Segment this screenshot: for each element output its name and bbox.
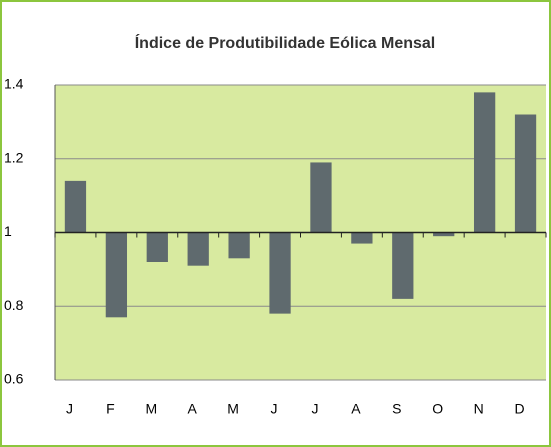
- chart-title: Índice de Produtibilidade Eólica Mensal: [135, 33, 436, 52]
- x-tick-label: A: [351, 401, 361, 417]
- bar: [473, 92, 496, 233]
- x-tick-label: S: [392, 401, 401, 417]
- x-tick-label: J: [66, 401, 73, 417]
- x-tick-label: O: [432, 401, 443, 417]
- x-tick-label: F: [106, 401, 115, 417]
- bar: [433, 232, 455, 237]
- bar: [64, 180, 87, 233]
- x-tick-label: J: [311, 401, 318, 417]
- y-tick-label: 1.2: [4, 149, 24, 165]
- bar: [351, 232, 373, 244]
- x-tick-label: M: [227, 401, 239, 417]
- x-tick-label: D: [514, 401, 524, 417]
- y-tick-label: 1.4: [4, 76, 24, 92]
- bar: [514, 114, 537, 233]
- bar: [392, 232, 414, 299]
- bar: [269, 232, 291, 314]
- x-tick-label: M: [145, 401, 157, 417]
- y-tick-label: 0.8: [4, 297, 24, 313]
- bar: [310, 162, 332, 233]
- bar: [228, 232, 250, 259]
- bar: [105, 232, 128, 318]
- y-tick-label: 1: [4, 223, 12, 239]
- x-tick-label: J: [271, 401, 278, 417]
- x-tick-label: N: [474, 401, 484, 417]
- bar: [187, 232, 209, 266]
- y-tick-label: 0.6: [4, 371, 24, 387]
- x-tick-label: A: [188, 401, 198, 417]
- bar: [146, 232, 168, 262]
